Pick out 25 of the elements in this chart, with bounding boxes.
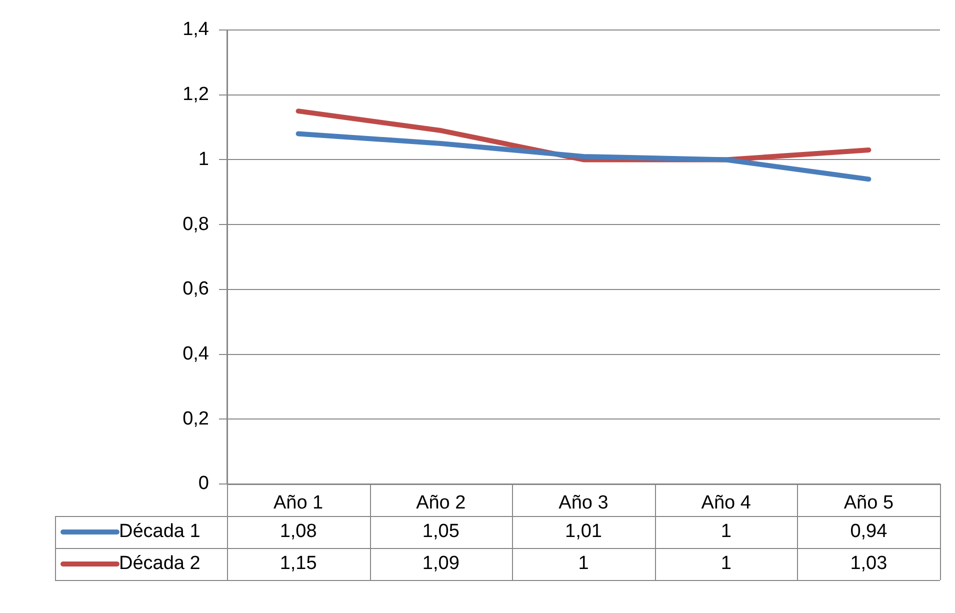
x-tick-label: Año 2 bbox=[416, 492, 466, 514]
x-tick-label: Año 3 bbox=[558, 492, 608, 514]
y-tick-label: 0,8 bbox=[182, 214, 209, 235]
data-label: 0,94 bbox=[850, 521, 888, 542]
x-tick-label: Año 4 bbox=[701, 492, 752, 514]
y-tick-label: 1,2 bbox=[182, 84, 209, 106]
data-label: 1 bbox=[720, 521, 732, 542]
x-tick-label: Año 5 bbox=[844, 492, 894, 514]
data-label: 1,15 bbox=[280, 553, 317, 574]
data-label: 1,05 bbox=[422, 521, 460, 542]
data-label: 1,08 bbox=[280, 521, 317, 542]
y-tick-label: 1 bbox=[198, 148, 209, 170]
data-label: 1,09 bbox=[422, 553, 460, 574]
y-tick-label: 0 bbox=[198, 473, 209, 494]
data-label: 1,01 bbox=[565, 521, 602, 542]
legend-label: Década 1 bbox=[119, 521, 200, 542]
y-tick-label: 0,6 bbox=[182, 278, 209, 300]
y-tick-label: 1,4 bbox=[182, 19, 210, 40]
y-tick-label: 0,4 bbox=[182, 344, 210, 365]
data-label: 1 bbox=[720, 553, 732, 574]
x-tick-label: Año 1 bbox=[273, 492, 324, 514]
y-tick-label: 0,2 bbox=[182, 408, 209, 430]
data-label: 1,03 bbox=[850, 553, 888, 574]
legend-label: Década 2 bbox=[119, 553, 200, 574]
data-label: 1 bbox=[578, 553, 589, 574]
